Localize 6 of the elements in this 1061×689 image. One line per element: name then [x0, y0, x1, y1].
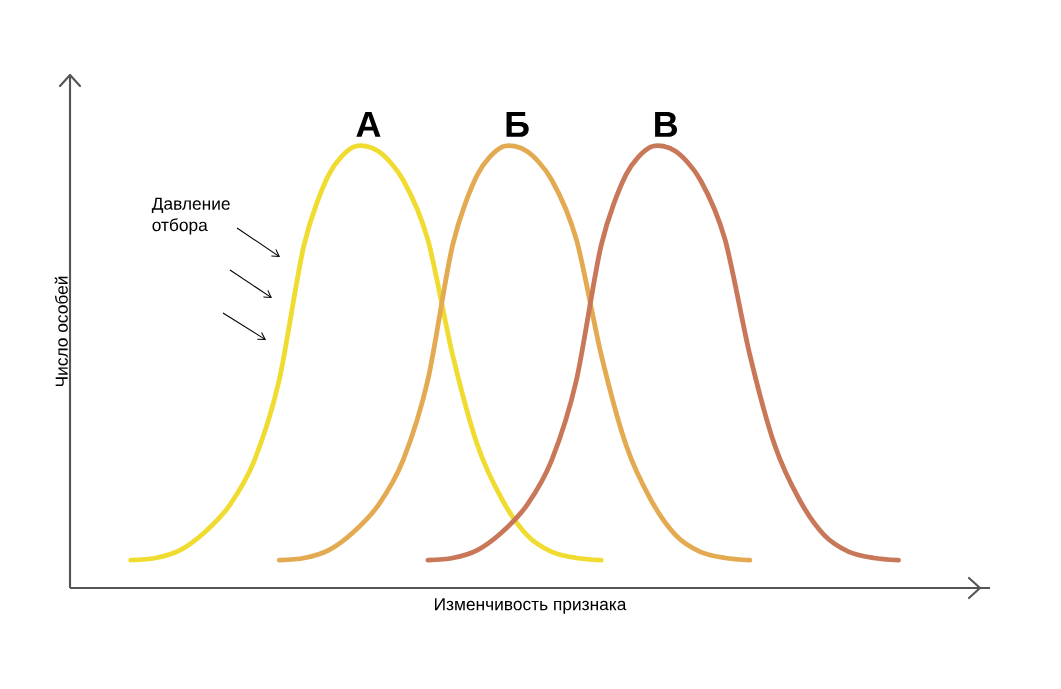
- series-label: Б: [506, 112, 529, 137]
- annotation: Давление отбора: [151, 197, 230, 235]
- y-axis-title: Число особей: [54, 276, 68, 387]
- x-axis-title: Изменчивость признака: [435, 598, 627, 614]
- series-label: В: [655, 112, 678, 137]
- series-label: А: [356, 112, 381, 137]
